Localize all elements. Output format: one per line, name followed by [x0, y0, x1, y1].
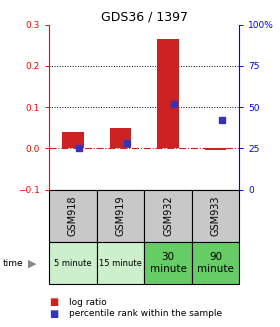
Bar — [97, 190, 144, 242]
Text: ■: ■ — [49, 309, 58, 319]
Text: ■: ■ — [49, 298, 58, 307]
Text: ▶: ▶ — [28, 258, 36, 268]
Bar — [110, 128, 131, 148]
Bar — [97, 242, 144, 284]
Text: 5 minute: 5 minute — [54, 259, 92, 268]
Text: 30
minute: 30 minute — [150, 252, 186, 274]
Bar — [192, 190, 239, 242]
Text: 15 minute: 15 minute — [99, 259, 142, 268]
Text: percentile rank within the sample: percentile rank within the sample — [69, 309, 222, 318]
Title: GDS36 / 1397: GDS36 / 1397 — [101, 10, 188, 23]
Text: time: time — [3, 259, 24, 268]
Bar — [144, 190, 192, 242]
Bar — [49, 190, 97, 242]
Text: GSM919: GSM919 — [115, 196, 125, 236]
Bar — [192, 242, 239, 284]
Text: log ratio: log ratio — [69, 298, 106, 307]
Bar — [205, 148, 226, 150]
Text: GSM932: GSM932 — [163, 196, 173, 236]
Bar — [157, 39, 179, 148]
Text: GSM933: GSM933 — [211, 196, 221, 236]
Bar — [144, 242, 192, 284]
Bar — [62, 132, 83, 148]
Text: 90
minute: 90 minute — [197, 252, 234, 274]
Bar — [49, 242, 97, 284]
Text: GSM918: GSM918 — [68, 196, 78, 236]
